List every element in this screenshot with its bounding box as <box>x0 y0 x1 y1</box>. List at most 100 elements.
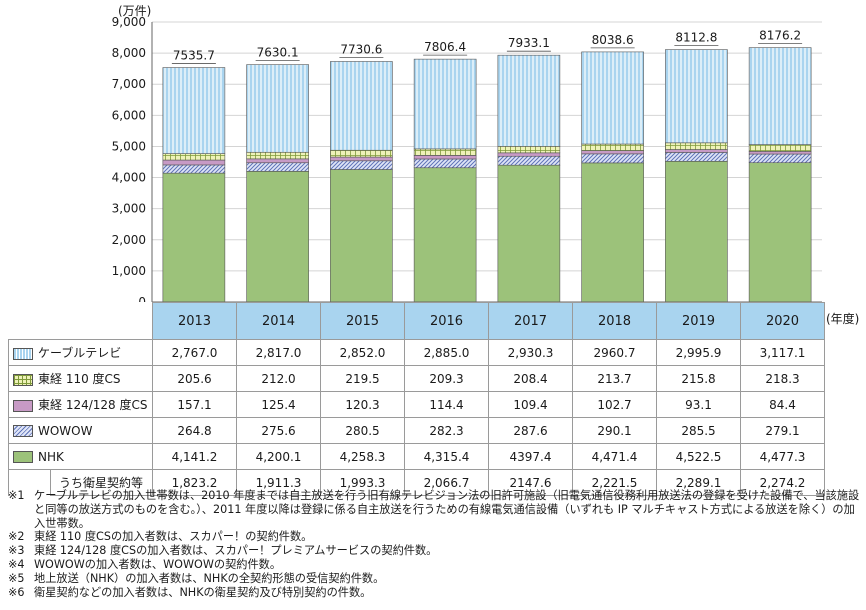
table-cell: 218.3 <box>740 365 825 392</box>
table-cell: 205.6 <box>152 365 237 392</box>
series-label: NHK <box>8 443 153 470</box>
bar-segment <box>162 159 226 166</box>
footnote-number: ※5 <box>8 571 25 585</box>
bar-segment <box>413 58 477 150</box>
series-label: ケーブルテレビ <box>8 339 153 366</box>
table-cell: 2960.7 <box>572 339 657 366</box>
table-cell: 2,995.9 <box>656 339 741 366</box>
table-cell: 2,767.0 <box>152 339 237 366</box>
bar-segment <box>246 158 309 164</box>
year-header: 2017 <box>488 302 573 340</box>
footnotes: ※1 ケーブルテレビの加入世帯数は、2010 年度までは自主放送を行う旧有線テレビ… <box>8 489 860 599</box>
table-cell: 109.4 <box>488 391 573 418</box>
bar-segment <box>162 153 226 161</box>
footnote-text: 東経 124/128 度CSの加入者数は、スカパー！プレミアムサービスの契約件数… <box>34 544 438 558</box>
series-label: 東経 124/128 度CS <box>8 391 153 418</box>
table-cell: 1,911.3 <box>236 469 321 496</box>
bar-segment <box>581 51 644 145</box>
bar-segment <box>665 49 728 144</box>
bar-segment <box>497 54 561 147</box>
table-cell: 2147.6 <box>488 469 573 496</box>
table-cell: 2,289.1 <box>656 469 741 496</box>
bar-segment <box>413 155 477 160</box>
table-cell: 264.8 <box>152 417 237 444</box>
table-cell: 4,315.4 <box>404 443 489 470</box>
series-name: WOWOW <box>38 423 93 438</box>
total-label: 8176.2 <box>759 29 801 43</box>
bar-segment <box>162 67 226 154</box>
total-label: 7535.7 <box>173 49 215 63</box>
footnote-number: ※4 <box>8 557 25 571</box>
bar-segment <box>748 151 812 155</box>
total-label: 7730.6 <box>340 42 382 56</box>
bar-segment <box>748 144 812 152</box>
footnote-text: ケーブルテレビの加入世帯数は、2010 年度までは自主放送を行う旧有線テレビジョ… <box>34 489 860 530</box>
y-tick-label: 1,000 <box>112 264 146 278</box>
footnote-number: ※6 <box>8 585 25 599</box>
table-cell: 279.1 <box>740 417 825 444</box>
table-cell: 2,817.0 <box>236 339 321 366</box>
total-label: 7630.1 <box>257 46 299 60</box>
footnote: ※5 地上放送（NHK）の加入者数は、NHKの全契約形態の受信契約件数。 <box>8 572 860 586</box>
table-cell: 84.4 <box>740 391 825 418</box>
series-label: WOWOW <box>8 417 153 444</box>
year-header: 2014 <box>236 302 321 340</box>
legend-swatch <box>13 347 33 360</box>
table-cell: 280.5 <box>320 417 405 444</box>
bar-segment <box>413 167 477 302</box>
bar-segment <box>330 160 393 170</box>
legend-swatch <box>13 373 33 386</box>
footnote-text: WOWOWの加入者数は、WOWOWの契約件数。 <box>34 557 282 571</box>
table-cell: 2,852.0 <box>320 339 405 366</box>
y-tick-label: 6,000 <box>112 108 146 122</box>
table-cell: 290.1 <box>572 417 657 444</box>
table-cell: 282.3 <box>404 417 489 444</box>
year-header: 2013 <box>152 302 237 340</box>
table-cell: 4397.4 <box>488 443 573 470</box>
table-row: ケーブルテレビ 2,767.0 2,817.0 2,852.0 2,885.0 2,930… <box>8 339 825 366</box>
table-cell: 213.7 <box>572 365 657 392</box>
legend-swatch <box>13 399 33 412</box>
footnote: ※1 ケーブルテレビの加入世帯数は、2010 年度までは自主放送を行う旧有線テレビ… <box>8 489 860 530</box>
table-corner <box>8 302 153 340</box>
footnote-text: 衛星契約などの加入者数は、NHKの衛星契約及び特別契約の件数。 <box>34 585 372 599</box>
y-axis-unit: (万件) <box>118 4 151 18</box>
table-cell: 209.3 <box>404 365 489 392</box>
footnote: ※4 WOWOWの加入者数は、WOWOWの契約件数。 <box>8 558 860 572</box>
data-table: 2013 2014 2015 2016 2017 2018 2019 2020 ケーブルテレビ 2… <box>8 302 825 496</box>
bar-segment <box>162 164 226 174</box>
bar-segment <box>330 169 393 302</box>
table-cell: 4,477.3 <box>740 443 825 470</box>
year-header: 2020 <box>740 302 825 340</box>
y-tick-label: 5,000 <box>112 139 146 153</box>
series-label: 東経 110 度CS <box>8 365 153 392</box>
table-cell: 102.7 <box>572 391 657 418</box>
series-name: 東経 110 度CS <box>38 372 121 386</box>
table-cell: 1,823.2 <box>152 469 237 496</box>
y-tick-label: 9,000 <box>112 15 146 29</box>
y-axis-ticks: 0 1,000 2,000 3,000 4,000 5,000 6,000 7,000 8,00… <box>112 15 146 302</box>
total-label: 8112.8 <box>675 31 717 45</box>
footnote: ※3 東経 124/128 度CSの加入者数は、スカパー！プレミアムサービスの契約… <box>8 544 860 558</box>
table-cell: 2,885.0 <box>404 339 489 366</box>
table-cell: 1,993.3 <box>320 469 405 496</box>
footnote-number: ※1 <box>8 489 25 502</box>
bar-segment <box>665 149 728 153</box>
total-label: 8038.6 <box>592 33 634 47</box>
bar-segment <box>497 146 561 154</box>
bar-segment <box>497 155 561 166</box>
bar-segment <box>748 47 812 145</box>
footnote-number: ※2 <box>8 530 25 544</box>
table-cell: 4,522.5 <box>656 443 741 470</box>
bar-segment <box>497 152 561 157</box>
table-row: WOWOW 264.8 275.6 280.5 282.3 287.6 290.1 285.5… <box>8 417 825 444</box>
bar-totals: 7535.7 7630.1 7730.6 7806.4 7933.1 8038.6 8112… <box>171 29 803 64</box>
bar-segment <box>330 156 393 162</box>
bar-segment <box>330 149 393 158</box>
footnote-text: 地上放送（NHK）の加入者数は、NHKの全契約形態の受信契約件数。 <box>34 571 385 585</box>
table-cell: 4,141.2 <box>152 443 237 470</box>
y-tick-label: 4,000 <box>112 171 146 185</box>
table-row: うち衛星契約等 1,823.2 1,911.3 1,993.3 2,066.7 2147.… <box>8 469 825 496</box>
footnote-number: ※3 <box>8 544 25 558</box>
x-axis-unit: (年度) <box>826 312 860 326</box>
